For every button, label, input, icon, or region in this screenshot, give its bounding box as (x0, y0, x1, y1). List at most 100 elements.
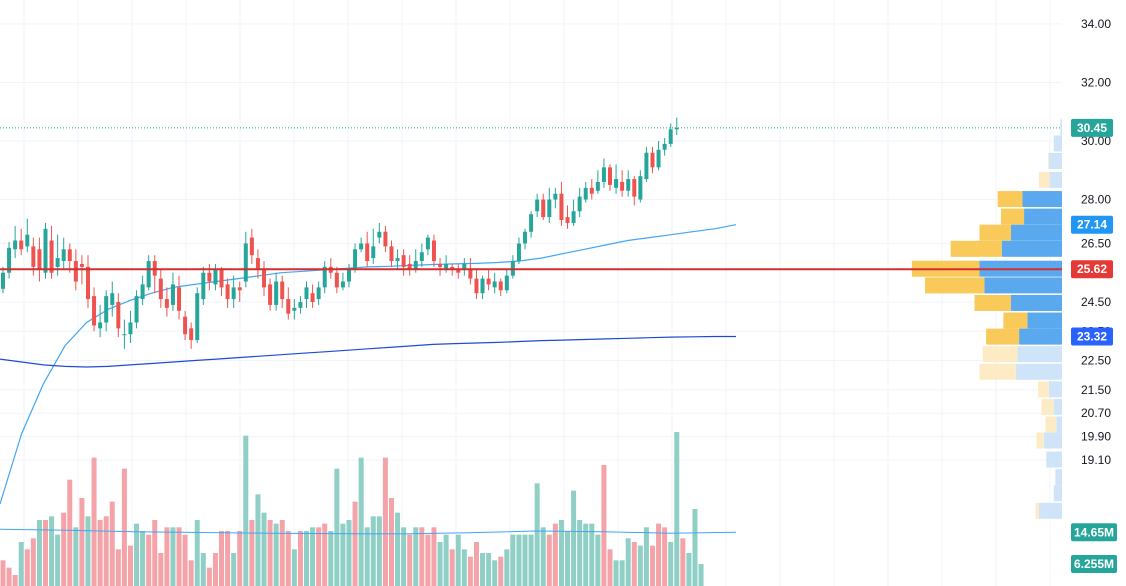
candle-body (164, 299, 169, 308)
volume-bar (12, 575, 18, 586)
vp-down-segment (1045, 416, 1057, 433)
candle (480, 275, 485, 300)
candle (395, 249, 400, 270)
candle-body (346, 269, 351, 282)
candle (310, 284, 315, 308)
volume-bar (613, 560, 619, 586)
price-badge-ma-long: 23.32 (1071, 327, 1113, 346)
reference-lines (0, 127, 1062, 271)
volume-bar (437, 542, 443, 586)
vp-down-segment (979, 363, 1016, 380)
candle-body (407, 263, 412, 270)
vp-up-segment (1027, 312, 1062, 329)
candle-body (413, 261, 418, 270)
candle-body (456, 269, 461, 273)
vp-down-segment (1000, 208, 1025, 225)
candle-body (644, 152, 649, 180)
candle-body (128, 322, 133, 335)
candle (7, 241, 12, 279)
volume-bar (625, 538, 631, 586)
candle (122, 319, 127, 349)
price-axis[interactable]: 34.0032.0030.0028.0026.5024.5023.5022.50… (1081, 17, 1111, 467)
candle-body (504, 275, 509, 291)
candle-body (31, 246, 36, 267)
vp-row (979, 363, 1062, 380)
price-tick-label: 28.00 (1081, 193, 1111, 207)
volume-bar (61, 512, 67, 586)
candle-body (444, 263, 449, 270)
volume-bar (334, 468, 340, 586)
candle (116, 293, 121, 338)
candle (13, 225, 18, 259)
candle-body (304, 287, 309, 300)
candle (255, 249, 260, 279)
candle (389, 240, 394, 267)
candle (19, 228, 24, 256)
vp-up-segment (1010, 294, 1062, 311)
badge-bg (1071, 555, 1117, 573)
volume-bar (146, 534, 152, 586)
price-tick-label: 19.90 (1081, 430, 1111, 444)
candle (662, 138, 667, 156)
vp-up-segment (1010, 224, 1062, 241)
volume-bar (328, 531, 334, 586)
candle (565, 205, 570, 229)
candle-body (425, 237, 430, 250)
candle-body (98, 322, 103, 329)
candle (316, 281, 321, 305)
candle-body (1, 272, 5, 289)
candle (583, 181, 588, 203)
candle-body (498, 281, 503, 291)
volume-bar (164, 527, 170, 586)
volume-bar (486, 553, 492, 586)
volume-bar (97, 520, 103, 586)
volume-bar (498, 556, 504, 586)
candle-body (134, 296, 139, 323)
candle-body (650, 152, 655, 168)
candle-body (268, 284, 273, 305)
candle (529, 211, 534, 238)
candle (140, 275, 145, 305)
volume-bar (304, 531, 309, 586)
price-badges: 30.45 27.14 25.62 23.32 14.65M 6.255M (1071, 118, 1117, 573)
volume-ma-line (0, 528, 737, 535)
volume-bars (0, 432, 737, 586)
volume-bar (552, 523, 558, 586)
volume-bar (419, 527, 425, 586)
candle-body (13, 240, 18, 250)
candle (92, 287, 97, 332)
volume-bar (619, 560, 625, 586)
vp-row (974, 294, 1062, 311)
volume-bar (115, 549, 121, 586)
candle-body (19, 240, 24, 250)
volume-bar (546, 534, 552, 586)
volume-bar (565, 531, 571, 586)
candle (146, 255, 151, 291)
vp-down-segment (1035, 502, 1039, 519)
vp-row (1038, 381, 1062, 398)
volume-bar (121, 468, 127, 586)
candle (334, 266, 339, 294)
candle-body (274, 281, 279, 305)
candle-body (170, 284, 175, 305)
vp-row (1053, 135, 1062, 152)
volume-bar (30, 538, 36, 586)
candle-body (571, 211, 576, 223)
vp-up-segment (1048, 381, 1062, 398)
candle-body (632, 179, 637, 197)
candle-body (73, 261, 78, 282)
volume-bar (607, 549, 613, 586)
volume-bar (413, 527, 419, 586)
volume-bar (631, 542, 637, 586)
candle (383, 225, 388, 253)
candle (231, 275, 236, 308)
volume-bar (231, 553, 237, 586)
candle (559, 181, 564, 226)
volume-bar (67, 479, 73, 586)
price-badge-ma-short: 27.14 (1071, 215, 1113, 234)
volume-bar (656, 523, 662, 586)
candle-body (213, 269, 218, 285)
candle (595, 170, 600, 194)
candle-body (577, 196, 582, 212)
